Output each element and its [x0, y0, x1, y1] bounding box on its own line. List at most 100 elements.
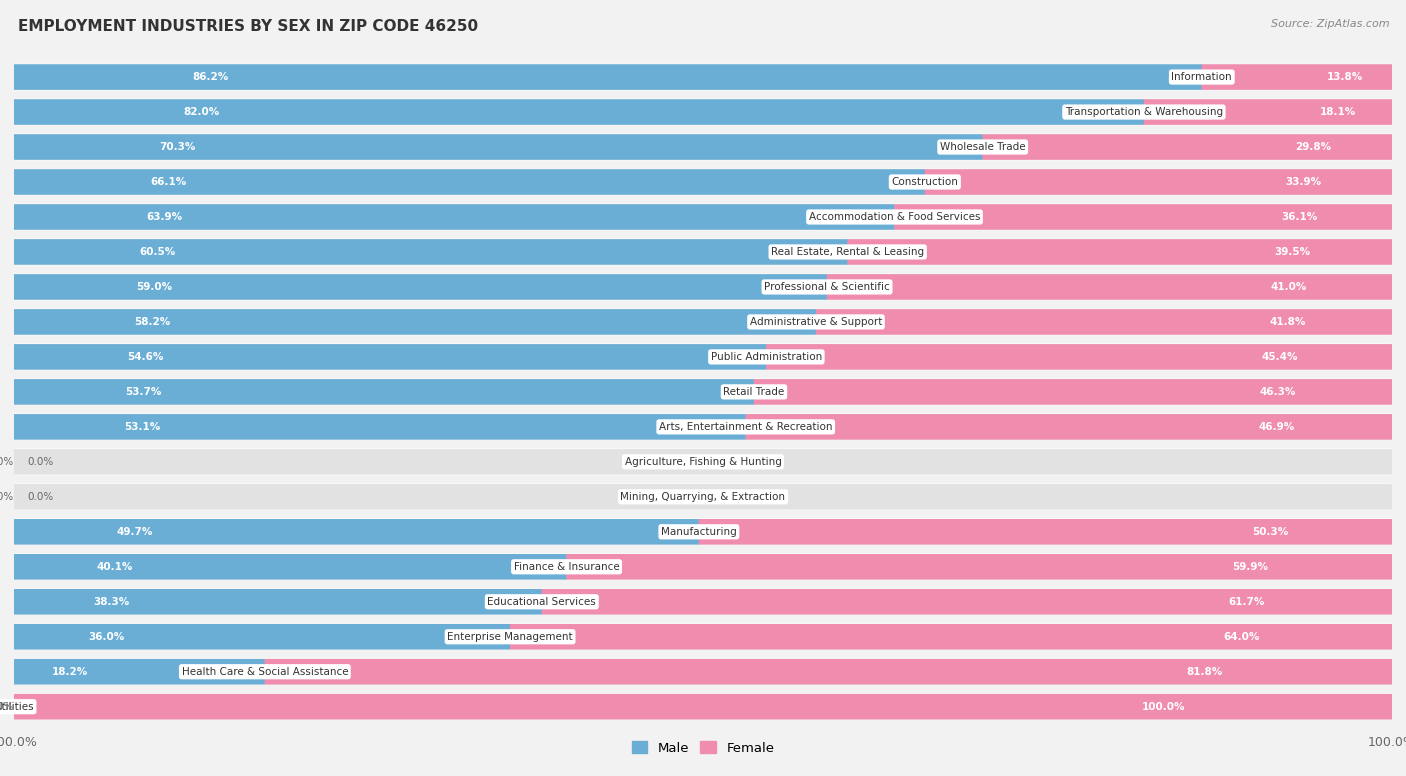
FancyBboxPatch shape — [848, 239, 1392, 265]
FancyBboxPatch shape — [894, 204, 1392, 230]
FancyBboxPatch shape — [14, 624, 510, 650]
Text: 40.1%: 40.1% — [97, 562, 134, 572]
FancyBboxPatch shape — [14, 553, 1392, 580]
Text: 0.0%: 0.0% — [28, 492, 53, 502]
FancyBboxPatch shape — [754, 379, 1392, 404]
Text: 50.3%: 50.3% — [1251, 527, 1288, 537]
FancyBboxPatch shape — [14, 694, 1392, 720]
Text: 41.8%: 41.8% — [1270, 317, 1306, 327]
Text: Utilities: Utilities — [0, 702, 34, 712]
FancyBboxPatch shape — [14, 658, 1392, 685]
FancyBboxPatch shape — [14, 659, 1392, 684]
FancyBboxPatch shape — [983, 134, 1393, 160]
FancyBboxPatch shape — [14, 414, 1392, 440]
Text: 59.9%: 59.9% — [1232, 562, 1268, 572]
FancyBboxPatch shape — [14, 624, 1392, 650]
FancyBboxPatch shape — [14, 274, 827, 300]
Text: Transportation & Warehousing: Transportation & Warehousing — [1064, 107, 1223, 117]
FancyBboxPatch shape — [925, 169, 1392, 195]
Text: 64.0%: 64.0% — [1223, 632, 1260, 642]
Text: Arts, Entertainment & Recreation: Arts, Entertainment & Recreation — [659, 422, 832, 432]
FancyBboxPatch shape — [14, 449, 1392, 475]
FancyBboxPatch shape — [14, 518, 1392, 545]
Text: 38.3%: 38.3% — [93, 597, 129, 607]
FancyBboxPatch shape — [14, 309, 1392, 334]
Text: 54.6%: 54.6% — [127, 352, 163, 362]
FancyBboxPatch shape — [14, 204, 1392, 230]
FancyBboxPatch shape — [14, 99, 1392, 125]
Text: Information: Information — [1171, 72, 1232, 82]
FancyBboxPatch shape — [14, 484, 1392, 510]
FancyBboxPatch shape — [699, 519, 1392, 545]
Text: 53.1%: 53.1% — [124, 422, 160, 432]
Text: 53.7%: 53.7% — [125, 387, 162, 397]
Text: 13.8%: 13.8% — [1327, 72, 1364, 82]
Text: Agriculture, Fishing & Hunting: Agriculture, Fishing & Hunting — [624, 457, 782, 467]
Text: Professional & Scientific: Professional & Scientific — [763, 282, 890, 292]
Text: Construction: Construction — [891, 177, 959, 187]
FancyBboxPatch shape — [766, 344, 1392, 369]
Text: 58.2%: 58.2% — [135, 317, 170, 327]
FancyBboxPatch shape — [14, 554, 1392, 580]
Text: 81.8%: 81.8% — [1187, 667, 1223, 677]
FancyBboxPatch shape — [745, 414, 1392, 440]
FancyBboxPatch shape — [14, 168, 1392, 196]
FancyBboxPatch shape — [14, 344, 766, 369]
FancyBboxPatch shape — [14, 414, 747, 440]
Text: 18.2%: 18.2% — [52, 667, 89, 677]
FancyBboxPatch shape — [14, 274, 1392, 300]
Text: 41.0%: 41.0% — [1271, 282, 1308, 292]
FancyBboxPatch shape — [14, 239, 1392, 265]
FancyBboxPatch shape — [14, 274, 1392, 300]
Text: 82.0%: 82.0% — [184, 107, 219, 117]
FancyBboxPatch shape — [14, 169, 925, 195]
Text: 33.9%: 33.9% — [1285, 177, 1322, 187]
Text: 63.9%: 63.9% — [146, 212, 183, 222]
FancyBboxPatch shape — [827, 274, 1392, 300]
Text: 100.0%: 100.0% — [1142, 702, 1185, 712]
FancyBboxPatch shape — [14, 309, 817, 334]
FancyBboxPatch shape — [14, 344, 1392, 369]
Text: 46.9%: 46.9% — [1258, 422, 1295, 432]
Text: 66.1%: 66.1% — [150, 177, 187, 187]
FancyBboxPatch shape — [1143, 99, 1393, 125]
Text: EMPLOYMENT INDUSTRIES BY SEX IN ZIP CODE 46250: EMPLOYMENT INDUSTRIES BY SEX IN ZIP CODE… — [18, 19, 478, 34]
Text: Accommodation & Food Services: Accommodation & Food Services — [808, 212, 980, 222]
Text: 36.1%: 36.1% — [1281, 212, 1317, 222]
FancyBboxPatch shape — [14, 589, 541, 615]
FancyBboxPatch shape — [264, 659, 1392, 684]
FancyBboxPatch shape — [14, 449, 1392, 475]
FancyBboxPatch shape — [14, 64, 1392, 90]
Text: 0.0%: 0.0% — [28, 457, 53, 467]
FancyBboxPatch shape — [14, 99, 1144, 125]
FancyBboxPatch shape — [14, 169, 1392, 195]
Text: Enterprise Management: Enterprise Management — [447, 632, 572, 642]
Text: 61.7%: 61.7% — [1227, 597, 1264, 607]
FancyBboxPatch shape — [14, 64, 1392, 90]
Text: 18.1%: 18.1% — [1320, 107, 1355, 117]
FancyBboxPatch shape — [14, 203, 1392, 230]
Text: Wholesale Trade: Wholesale Trade — [939, 142, 1025, 152]
FancyBboxPatch shape — [1202, 64, 1392, 90]
FancyBboxPatch shape — [14, 99, 1392, 126]
Text: Finance & Insurance: Finance & Insurance — [513, 562, 620, 572]
Text: Mining, Quarrying, & Extraction: Mining, Quarrying, & Extraction — [620, 492, 786, 502]
Text: 39.5%: 39.5% — [1274, 247, 1310, 257]
FancyBboxPatch shape — [14, 133, 1392, 161]
FancyBboxPatch shape — [14, 379, 754, 404]
FancyBboxPatch shape — [541, 589, 1392, 615]
FancyBboxPatch shape — [510, 624, 1392, 650]
FancyBboxPatch shape — [14, 309, 1392, 335]
FancyBboxPatch shape — [14, 239, 848, 265]
FancyBboxPatch shape — [14, 379, 1392, 404]
FancyBboxPatch shape — [14, 134, 983, 160]
Text: Retail Trade: Retail Trade — [723, 387, 785, 397]
FancyBboxPatch shape — [14, 588, 1392, 615]
FancyBboxPatch shape — [14, 694, 1392, 719]
Text: 59.0%: 59.0% — [136, 282, 172, 292]
FancyBboxPatch shape — [14, 134, 1392, 160]
FancyBboxPatch shape — [14, 239, 1392, 265]
FancyBboxPatch shape — [14, 659, 266, 684]
Text: 49.7%: 49.7% — [117, 527, 153, 537]
FancyBboxPatch shape — [14, 64, 1202, 90]
